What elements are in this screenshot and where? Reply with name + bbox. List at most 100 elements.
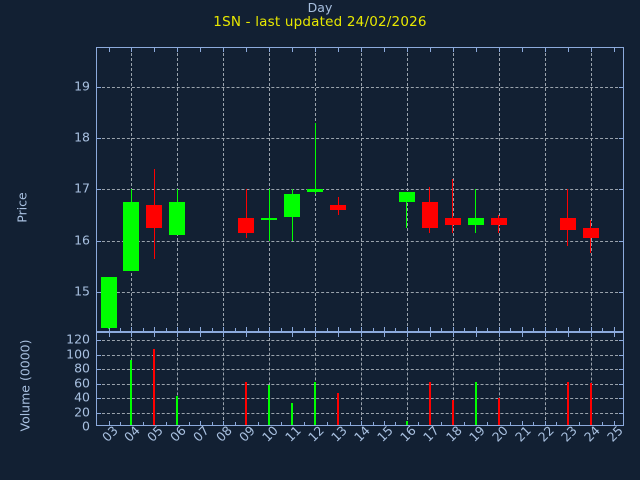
axis-tick (619, 412, 623, 414)
volume-tick-label: 60 (74, 375, 90, 391)
axis-tick (269, 327, 271, 331)
volume-axis-label: Volume (0000) (17, 339, 33, 432)
candle-body (169, 202, 186, 236)
day-tick-label: 17 (419, 422, 442, 445)
axis-tick (567, 327, 569, 331)
axis-tick-minor (165, 422, 167, 425)
axis-tick (544, 333, 546, 337)
day-tick-label: 09 (236, 422, 259, 445)
gridline-vertical (361, 333, 362, 425)
axis-tick (338, 48, 339, 52)
gridline-vertical (269, 333, 271, 425)
day-tick-label: 15 (374, 422, 396, 445)
axis-tick (108, 48, 110, 52)
axis-tick (269, 48, 271, 52)
axis-tick-minor (464, 328, 466, 331)
axis-tick (429, 48, 431, 52)
day-tick-label: 22 (534, 422, 557, 445)
axis-tick (131, 333, 133, 337)
volume-bar (314, 381, 317, 425)
candle-wick (567, 189, 569, 246)
axis-tick (131, 48, 133, 52)
axis-tick (177, 333, 179, 337)
day-tick-label: 12 (305, 422, 327, 445)
axis-tick (177, 48, 179, 52)
axis-tick (292, 327, 294, 331)
volume-bar (589, 383, 592, 425)
axis-tick (498, 333, 500, 337)
axis-tick (521, 333, 523, 337)
axis-tick-minor (602, 422, 603, 425)
axis-tick (292, 48, 294, 52)
day-tick-label: 13 (328, 422, 350, 445)
candle-body (123, 202, 140, 272)
gridline-vertical (590, 333, 592, 425)
volume-bar (566, 381, 569, 425)
axis-tick-minor (280, 328, 282, 331)
axis-tick-minor (303, 328, 305, 331)
day-tick-label: 06 (167, 422, 190, 445)
axis-tick (338, 333, 339, 337)
x-axis-tick-labels: 03 04 05 06 07 08 09 10 11 12 13 14 15 16 17 18 19 20 21 22… (96, 423, 636, 476)
axis-tick (619, 340, 623, 342)
axis-tick (613, 48, 615, 52)
axis-tick (315, 333, 317, 337)
candle-wick (475, 189, 477, 233)
axis-tick-minor (349, 422, 351, 425)
day-tick-label: 04 (121, 422, 144, 445)
volume-tick-label: 80 (74, 360, 90, 376)
axis-tick (619, 291, 623, 293)
axis-tick (544, 421, 546, 425)
axis-tick (475, 327, 477, 331)
axis-tick (97, 412, 101, 414)
volume-bar (474, 381, 477, 425)
axis-tick (406, 327, 408, 331)
candle-wick (314, 122, 316, 195)
axis-tick (384, 421, 385, 425)
axis-tick (97, 240, 101, 242)
candle-body (330, 204, 346, 210)
axis-tick (246, 327, 248, 331)
gridline-vertical (452, 333, 454, 425)
axis-tick-minor (257, 422, 259, 425)
gridline-horizontal (97, 340, 623, 342)
volume-tick-label: 100 (66, 346, 90, 362)
gridline-vertical (406, 333, 408, 425)
candle-wick (452, 178, 454, 233)
axis-tick (406, 48, 408, 52)
axis-tick-minor (142, 328, 144, 331)
volume-tick-label: 0 (82, 418, 90, 434)
axis-tick (406, 333, 408, 337)
volume-bar (428, 381, 431, 425)
axis-tick-minor (372, 328, 374, 331)
axis-tick (544, 327, 546, 331)
axis-tick-minor (441, 422, 443, 425)
volume-bar (337, 392, 339, 425)
candle-body (307, 189, 324, 192)
candle-body (146, 204, 163, 228)
axis-tick (613, 333, 615, 337)
axis-tick (619, 189, 623, 191)
gridline-vertical (177, 333, 179, 425)
axis-tick-minor (120, 422, 121, 425)
volume-axis-tick-labels: 0 20 40 60 80 100 120 (36, 332, 90, 434)
volume-bar (176, 396, 179, 425)
price-tick-label: 16 (74, 232, 90, 248)
axis-tick (613, 421, 615, 425)
gridline-horizontal (97, 291, 623, 293)
axis-tick (361, 48, 362, 52)
gridline-horizontal (97, 412, 623, 414)
axis-tick (567, 48, 569, 52)
axis-tick (619, 240, 623, 242)
axis-tick-minor (602, 328, 603, 331)
candle-body (398, 191, 415, 203)
axis-tick-minor (510, 328, 512, 331)
axis-tick-minor (188, 422, 190, 425)
axis-tick (223, 421, 225, 425)
axis-tick-minor (326, 422, 328, 425)
axis-tick (429, 333, 431, 337)
axis-tick (200, 327, 202, 331)
price-axis-tick-labels: 15 16 17 18 19 (40, 47, 90, 332)
axis-tick (452, 327, 454, 331)
gridline-vertical (498, 333, 500, 425)
